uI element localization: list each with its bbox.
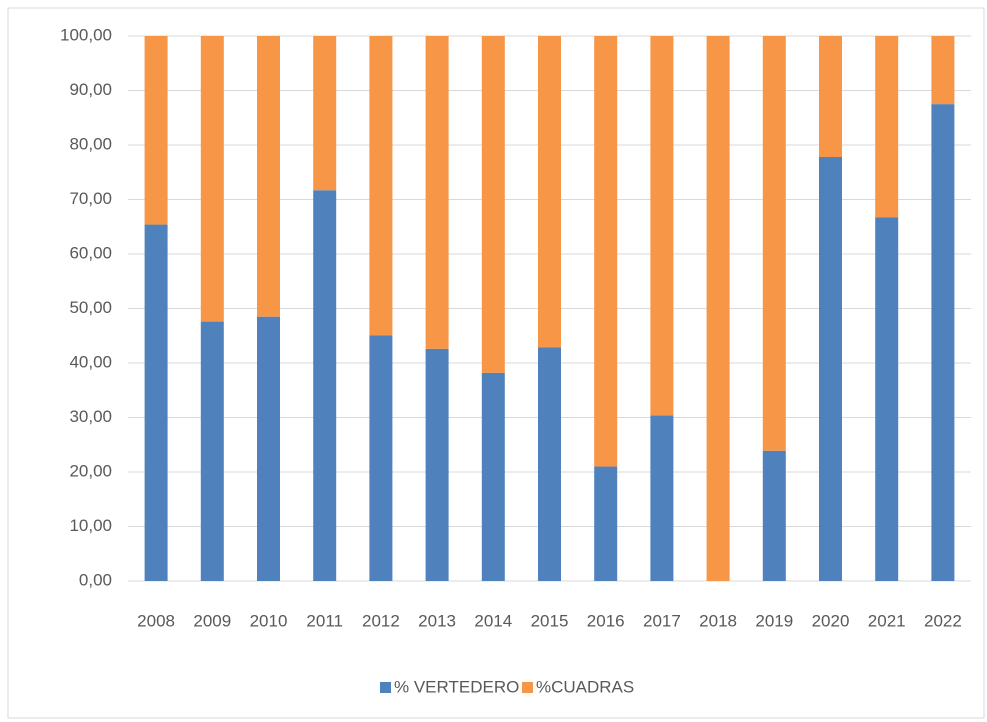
x-tick-label: 2015 (531, 611, 569, 630)
x-tick-label: 2010 (250, 611, 288, 630)
bar-segment (594, 466, 618, 581)
bar-segment (425, 36, 449, 349)
y-tick-label: 40,00 (69, 352, 112, 371)
bar-segment (875, 36, 899, 218)
bar-segment (369, 36, 393, 336)
y-tick-label: 30,00 (69, 407, 112, 426)
bar-segment (931, 36, 955, 105)
bar-segment (650, 415, 674, 581)
y-tick-label: 20,00 (69, 461, 112, 480)
y-tick-label: 50,00 (69, 298, 112, 317)
y-tick-label: 90,00 (69, 80, 112, 99)
bar-segment (819, 36, 842, 157)
x-tick-label: 2016 (587, 611, 625, 630)
x-tick-label: 2013 (418, 611, 456, 630)
legend-swatch (522, 682, 533, 693)
x-tick-label: 2011 (306, 611, 343, 630)
x-tick-label: 2021 (868, 611, 906, 630)
legend-label: %CUADRAS (536, 677, 634, 696)
y-tick-label: 100,00 (60, 25, 112, 44)
bar-segment (369, 335, 393, 581)
y-tick-label: 70,00 (69, 189, 112, 208)
y-tick-label: 0,00 (79, 570, 112, 589)
x-tick-label: 2014 (474, 611, 512, 630)
bar-segment (313, 190, 337, 582)
bar-segment (257, 316, 280, 581)
bar-segment (144, 224, 168, 581)
bar-segment (762, 36, 786, 451)
y-tick-label: 10,00 (69, 516, 112, 535)
x-tick-label: 2012 (362, 611, 400, 630)
x-tick-label: 2008 (137, 611, 175, 630)
bar-segment (594, 36, 618, 467)
x-tick-label: 2022 (924, 611, 962, 630)
bar-segment (538, 347, 561, 581)
bar-segment (425, 348, 449, 581)
bar-segment (481, 36, 505, 373)
bar-segment (875, 217, 899, 582)
bar-segment (144, 36, 168, 225)
x-tick-label: 2009 (193, 611, 231, 630)
bar-segment (313, 36, 337, 191)
bar-segment (481, 372, 505, 581)
x-tick-label: 2018 (699, 611, 737, 630)
bar-segment (538, 36, 561, 348)
x-tick-label: 2019 (755, 611, 793, 630)
bar-segment (650, 36, 674, 416)
bar-segment (257, 36, 280, 317)
y-tick-label: 80,00 (69, 134, 112, 153)
legend-swatch (380, 682, 391, 693)
x-tick-label: 2020 (812, 611, 850, 630)
bar-segment (931, 104, 955, 581)
bar-segment (819, 156, 842, 582)
y-tick-label: 60,00 (69, 243, 112, 262)
x-tick-label: 2017 (643, 611, 681, 630)
bar-segment (762, 450, 786, 581)
bar-segment (200, 321, 224, 581)
legend-label: % VERTEDERO (394, 677, 519, 696)
bar-segment (200, 36, 224, 322)
bar-segment (706, 36, 730, 581)
